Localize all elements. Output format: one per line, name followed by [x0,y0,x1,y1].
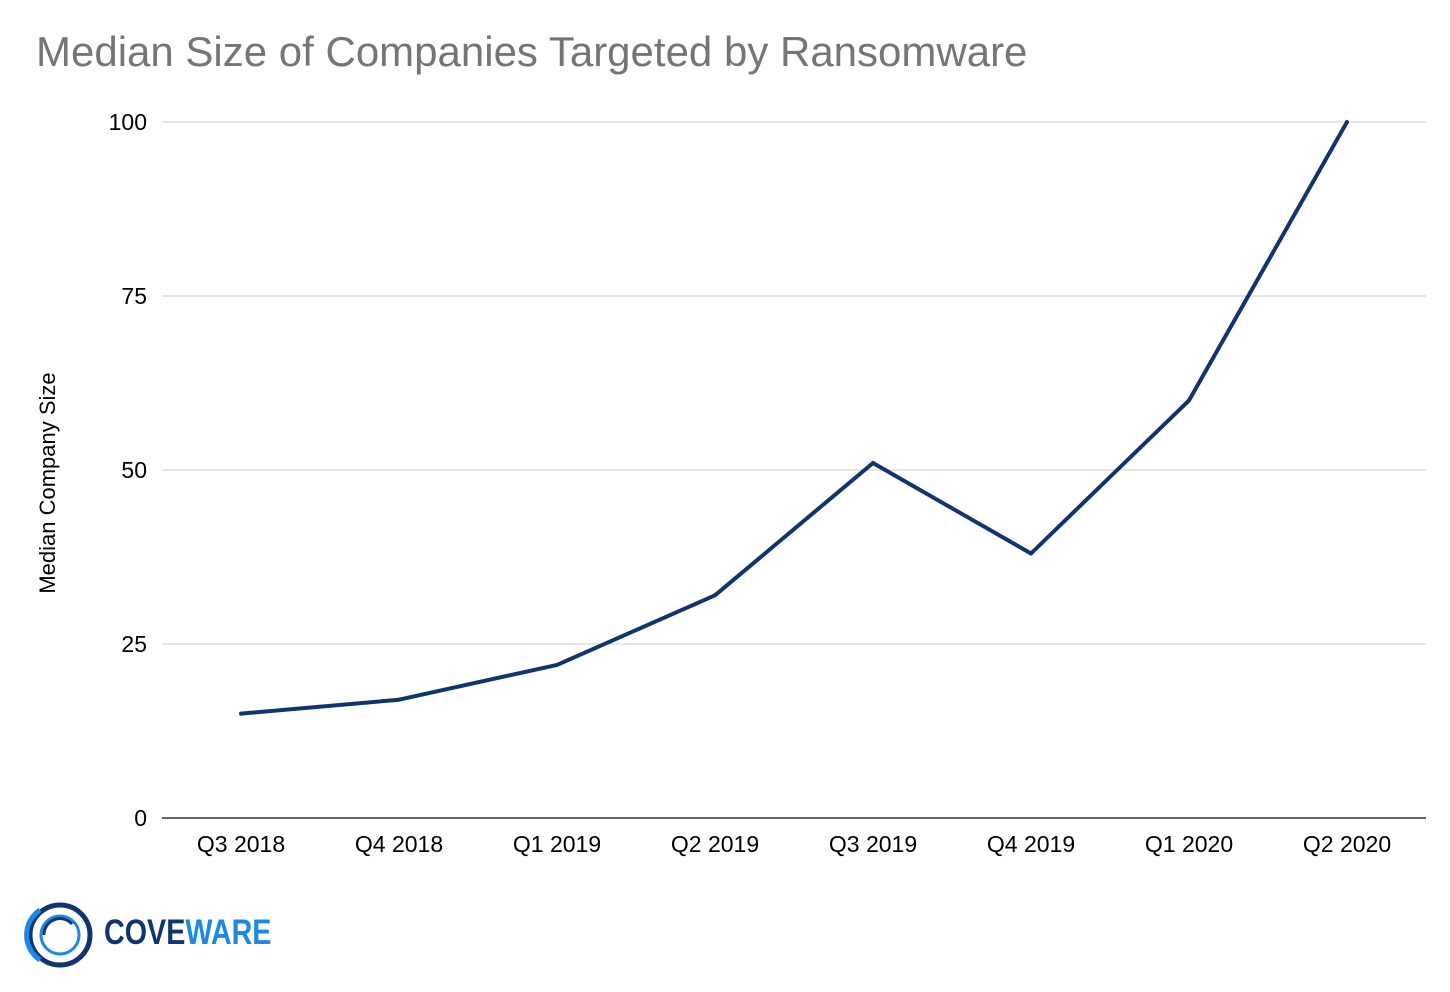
x-tick-label: Q1 2019 [513,831,601,857]
y-tick-label: 25 [121,631,147,657]
data-point [1029,551,1033,556]
x-tick-label: Q2 2019 [671,831,759,857]
x-tick-labels: Q3 2018 Q4 2018 Q1 2019 Q2 2019 Q3 2019 Q4 20… [197,831,1391,857]
y-tick-label: 0 [134,805,147,831]
grid-lines [162,121,1426,819]
x-tick-label: Q3 2018 [197,831,285,857]
chart-title: Median Size of Companies Targeted by Ran… [36,28,1028,75]
x-tick-label: Q4 2018 [355,831,443,857]
logo-text-ware: WARE [185,913,272,952]
x-tick-label: Q3 2019 [829,831,917,857]
coveware-logo-icon [24,902,93,968]
y-tick-label: 75 [121,283,147,309]
logo-text-cove: COVE [104,913,186,952]
x-tick-label: Q1 2020 [1145,831,1233,857]
series-line [240,121,1349,716]
data-point [1187,398,1191,403]
x-tick-label: Q4 2019 [987,831,1075,857]
y-tick-labels: 0 25 50 75 100 [109,109,147,831]
series-layer [239,120,1349,716]
data-point [1345,120,1349,124]
coveware-wordmark: COVEWARE [104,913,271,953]
data-point [555,662,559,667]
data-point [397,697,401,702]
data-point [871,461,875,466]
data-point [713,593,717,598]
y-tick-label: 50 [121,457,147,483]
coveware-logo: COVEWARE [22,900,271,970]
y-tick-label: 100 [109,109,147,135]
data-point [239,711,243,716]
x-tick-label: Q2 2020 [1303,831,1391,857]
